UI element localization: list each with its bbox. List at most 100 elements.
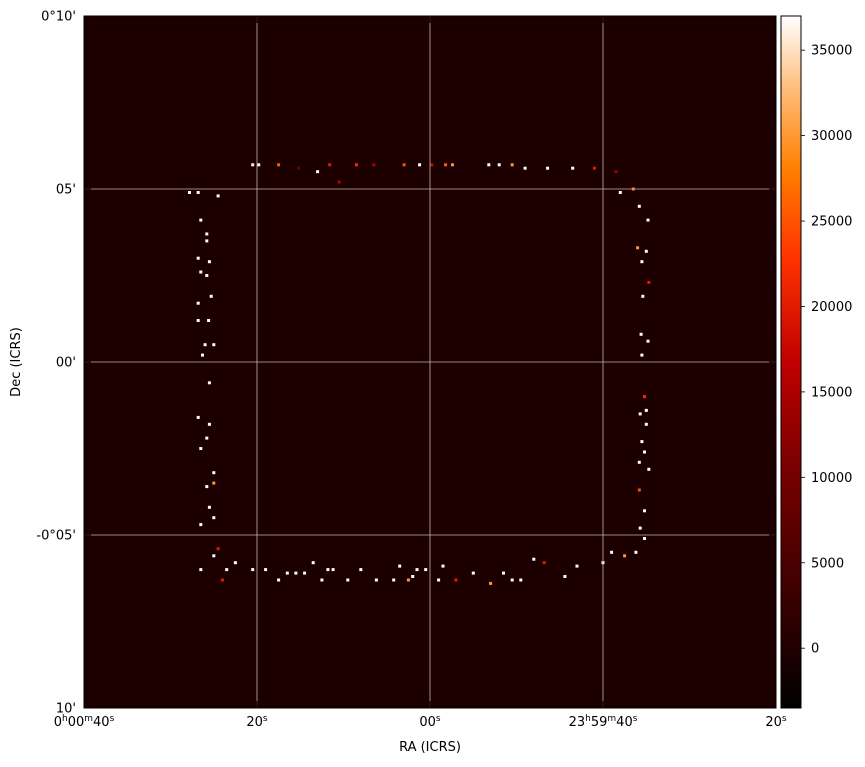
axis-ticks: [83, 15, 777, 709]
hot-pixel: [316, 170, 320, 174]
hot-pixel: [487, 163, 491, 167]
hot-pixel: [523, 166, 527, 170]
hot-pixel: [199, 270, 203, 274]
hot-pixel: [643, 537, 646, 540]
hot-pixel: [216, 194, 220, 198]
hot-pixel: [196, 301, 200, 305]
hot-pixel: [643, 395, 646, 399]
hot-pixel: [205, 274, 209, 277]
hot-pixel: [207, 319, 211, 322]
hot-pixel: [415, 568, 419, 572]
hot-pixel: [201, 353, 204, 357]
colorbar-tick-label: 20000: [811, 300, 852, 315]
hot-pixel: [337, 180, 341, 184]
hot-pixel: [398, 564, 402, 568]
hot-pixel: [205, 436, 209, 440]
hot-pixel: [618, 191, 622, 194]
hot-pixel: [199, 568, 203, 572]
hot-pixel: [638, 526, 642, 530]
hot-pixel: [636, 246, 640, 250]
hot-pixel: [225, 568, 229, 572]
hot-pixel: [212, 471, 216, 475]
hot-pixel: [647, 467, 651, 471]
hot-pixel: [614, 170, 618, 174]
hot-pixel: [411, 575, 415, 578]
hot-pixel: [639, 332, 643, 336]
hot-pixel: [196, 191, 200, 194]
hot-pixel: [646, 339, 650, 343]
hot-pixel: [644, 422, 648, 426]
hot-pixel: [203, 343, 207, 347]
hot-pixel: [644, 408, 648, 412]
hot-pixel: [519, 578, 523, 582]
hot-pixel: [510, 163, 514, 167]
x-tick-label: 23h59m40s: [569, 714, 638, 730]
hot-pixel: [311, 561, 315, 565]
y-tick-label: 0°10': [41, 10, 76, 25]
hot-pixel: [196, 415, 200, 419]
hot-pixel: [563, 575, 567, 578]
hot-pixel: [641, 294, 645, 298]
hot-pixel: [502, 571, 505, 575]
hot-pixel: [637, 488, 641, 492]
hot-pixel: [199, 447, 203, 450]
hot-pixel: [646, 218, 650, 222]
hot-pixel: [489, 581, 493, 585]
hot-pixel: [546, 166, 550, 170]
hot-pixel: [285, 571, 289, 575]
hot-pixel: [444, 163, 448, 167]
y-tick-labels: 0°10' 05' 00' -0°05' 10': [36, 10, 76, 717]
hot-pixel: [643, 509, 646, 513]
coordinate-grid: [84, 16, 776, 708]
hot-pixel: [497, 163, 501, 167]
hot-pixel: [402, 163, 406, 167]
hot-pixel: [277, 578, 281, 582]
hot-pixel: [233, 561, 237, 565]
hot-pixel: [430, 163, 434, 167]
hot-pixel: [532, 557, 536, 561]
colorbar-ticks: 0 5000 10000 15000 20000 25000 30000 35000: [801, 44, 852, 657]
x-tick-label: 20s: [765, 714, 787, 730]
hot-pixel: [294, 571, 298, 575]
hot-pixel: [331, 568, 335, 572]
hot-pixel: [644, 249, 648, 253]
hot-pixel: [471, 571, 475, 575]
hot-pixel: [640, 353, 644, 357]
hot-pixel: [638, 412, 642, 416]
hot-pixel: [207, 381, 211, 385]
hot-pixel: [251, 568, 255, 572]
hot-pixel: [199, 523, 203, 527]
y-tick-label: -0°05': [36, 529, 76, 544]
hot-pixel: [212, 343, 216, 347]
hot-pixel: [264, 568, 268, 572]
hot-pixel: [220, 578, 224, 582]
x-tick-label: 0h00m40s: [54, 714, 115, 730]
hot-pixel: [251, 163, 255, 167]
x-tick-label: 00s: [419, 714, 441, 730]
hot-pixel: [640, 440, 644, 444]
hot-pixel: [437, 578, 441, 582]
hot-pixel: [355, 163, 358, 167]
hot-pixel: [643, 450, 646, 454]
hot-pixel-layer: [188, 163, 651, 585]
hot-pixel: [216, 547, 220, 551]
hot-pixel: [441, 564, 445, 568]
hot-pixel: [297, 166, 300, 170]
hot-pixel: [374, 578, 378, 582]
hot-pixel: [207, 505, 211, 509]
colorbar-tick-label: 35000: [811, 44, 852, 59]
hot-pixel: [207, 422, 211, 426]
hot-pixel: [634, 550, 638, 554]
colorbar-tick-label: 5000: [811, 556, 844, 571]
colorbar-tick-label: 15000: [811, 385, 852, 400]
hot-pixel: [205, 232, 209, 236]
hot-pixel: [640, 260, 644, 264]
hot-pixel: [592, 166, 596, 170]
hot-pixel: [610, 550, 614, 554]
hot-pixel: [212, 481, 216, 485]
hot-pixel: [257, 163, 261, 167]
hot-pixel: [392, 578, 396, 582]
x-tick-labels: 0h00m40s 20s 00s 23h59m40s 20s: [54, 714, 787, 730]
hot-pixel: [326, 568, 330, 572]
